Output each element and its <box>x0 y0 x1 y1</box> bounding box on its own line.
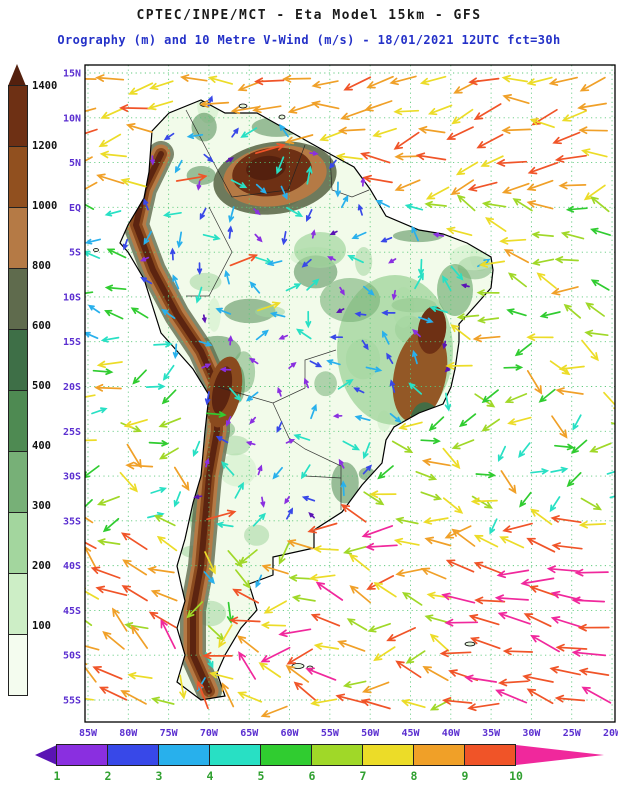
lat-tick-label: 15N <box>63 69 81 80</box>
wind-colorbar: 1 2 3 4 5 6 7 8 9 10 <box>35 744 604 788</box>
lat-tick-label: 30S <box>63 472 81 483</box>
lon-tick-label: 40W <box>442 728 461 739</box>
elevation-tick-label: 600 <box>32 320 51 332</box>
elevation-colorbar: 1400 1200 1000 800 600 500 400 300 200 100 <box>8 64 80 696</box>
wind-tick-label: 9 <box>461 769 469 783</box>
wind-tick-label: 2 <box>104 769 112 783</box>
elevation-tick-label: 800 <box>32 260 51 272</box>
elevation-tick-label: 400 <box>32 440 51 452</box>
wind-tick-label: 6 <box>308 769 316 783</box>
lat-tick-label: 45S <box>63 606 81 617</box>
elevation-tick-label: 1200 <box>32 140 58 152</box>
elevation-colorbar-segment <box>8 268 28 330</box>
lat-tick-label: 10N <box>63 113 81 124</box>
wind-over-arrow-icon <box>516 745 604 765</box>
lon-tick-label: 65W <box>240 728 259 739</box>
elevation-colorbar-segment <box>8 390 28 452</box>
elevation-tick-label: 200 <box>32 560 51 572</box>
wind-colorbar-segment <box>311 744 363 766</box>
elevation-colorbar-segment <box>8 207 28 269</box>
wind-tick-label: 8 <box>410 769 418 783</box>
lat-tick-label: 20S <box>63 382 81 393</box>
lat-tick-label: 55S <box>63 695 81 706</box>
wind-under-arrow-icon <box>35 745 57 765</box>
lat-tick-label: 5N <box>69 158 81 169</box>
lon-tick-label: 20W <box>603 728 618 739</box>
wind-vectors-layer <box>85 74 615 718</box>
lat-tick-label: 15S <box>63 337 81 348</box>
coastline <box>119 99 494 701</box>
wind-tick-label: 10 <box>509 769 523 783</box>
axis-labels: 15N 10N 5N EQ 5S 10S 15S 20S 25S 30S 35S 40S 45S 50S 5… <box>63 69 618 740</box>
elevation-tick-label: 1000 <box>32 200 58 212</box>
lon-tick-label: 45W <box>401 728 420 739</box>
lon-tick-label: 35W <box>482 728 501 739</box>
lat-lon-grid <box>85 65 615 722</box>
lat-tick-label: 10S <box>63 292 81 303</box>
country-borders <box>185 109 370 510</box>
lon-tick-label: 25W <box>563 728 582 739</box>
wind-colorbar-segment <box>362 744 414 766</box>
elevation-colorbar-segment <box>8 512 28 574</box>
lon-tick-label: 75W <box>160 728 179 739</box>
wind-colorbar-segment <box>260 744 312 766</box>
wind-colorbar-segment <box>413 744 465 766</box>
lon-tick-label: 85W <box>79 728 98 739</box>
elevation-tick-label: 1400 <box>32 80 58 92</box>
elevation-colorbar-segment <box>8 146 28 208</box>
lon-tick-label: 30W <box>522 728 541 739</box>
andes-mountains <box>123 141 243 700</box>
elevation-tick-label: 300 <box>32 500 51 512</box>
elevation-colorbar-segment <box>8 634 28 696</box>
wind-tick-label: 1 <box>53 769 61 783</box>
lat-tick-label: 25S <box>63 427 81 438</box>
wind-colorbar-segment <box>56 744 108 766</box>
elevation-colorbar-segment <box>8 85 28 147</box>
lat-tick-label: 35S <box>63 516 81 527</box>
elevation-tick-label: 500 <box>32 380 51 392</box>
elevation-over-arrow-icon <box>8 64 26 86</box>
page-title: CPTEC/INPE/MCT - Eta Model 15km - GFS <box>136 8 482 23</box>
wind-tick-label: 5 <box>257 769 265 783</box>
lon-tick-label: 55W <box>321 728 340 739</box>
wind-colorbar-row <box>35 744 604 766</box>
elevation-colorbar-segment <box>8 451 28 513</box>
lon-tick-label: 50W <box>361 728 380 739</box>
wind-tick-label: 3 <box>155 769 163 783</box>
lat-tick-label: 5S <box>69 248 81 259</box>
map-frame <box>84 64 616 723</box>
elevation-tick-label: 100 <box>32 620 51 632</box>
islands <box>93 101 476 671</box>
elevation-colorbar-segment <box>8 329 28 391</box>
lon-tick-label: 80W <box>119 728 138 739</box>
wind-colorbar-segment <box>107 744 159 766</box>
wind-colorbar-segment <box>464 744 516 766</box>
wind-colorbar-segment <box>209 744 261 766</box>
lat-tick-label: 40S <box>63 561 81 572</box>
lon-tick-label: 70W <box>200 728 219 739</box>
page-subtitle: Orography (m) and 10 Metre V-Wind (m/s) … <box>57 33 561 47</box>
lat-tick-label: EQ <box>69 203 81 214</box>
wind-colorbar-segment <box>158 744 210 766</box>
wind-tick-label: 7 <box>359 769 367 783</box>
wind-tick-label: 4 <box>206 769 214 783</box>
lon-tick-label: 60W <box>281 728 300 739</box>
lat-tick-label: 50S <box>63 651 81 662</box>
elevation-colorbar-segment <box>8 573 28 635</box>
